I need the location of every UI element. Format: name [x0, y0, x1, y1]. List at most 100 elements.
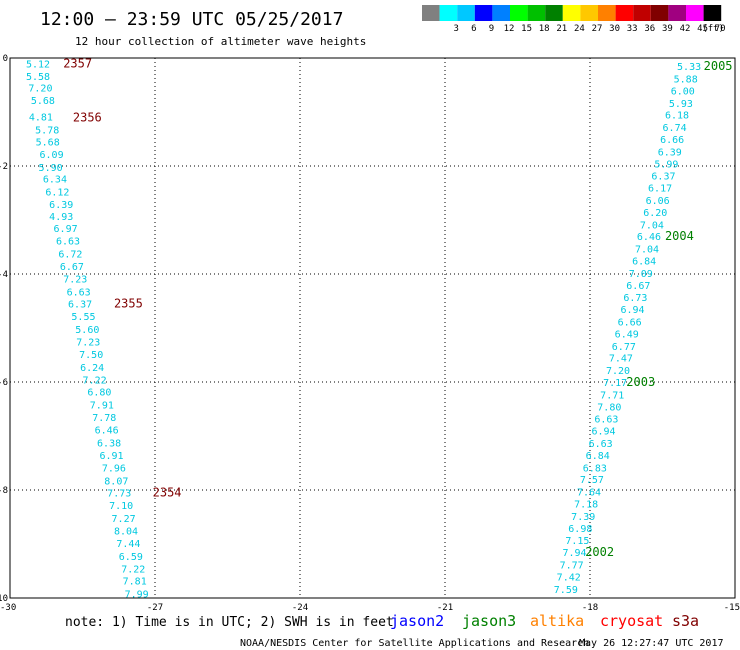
satellite-jason2: jason2	[390, 612, 444, 630]
wave-height-label: 5.99	[654, 159, 678, 170]
legend-swatch	[668, 5, 686, 21]
y-tick-label: -8	[0, 486, 8, 496]
time-label: 2002	[585, 545, 614, 559]
legend-label: 12	[504, 24, 515, 34]
wave-height-label: 6.18	[665, 111, 689, 122]
wave-height-label: 6.00	[671, 86, 695, 97]
wave-height-label: 7.81	[123, 577, 147, 588]
x-tick-label: -30	[0, 603, 16, 613]
legend-swatch	[422, 5, 440, 21]
wave-height-label: 8.07	[104, 476, 128, 487]
satellite-s3a: s3a	[672, 612, 699, 630]
wave-height-label: 6.37	[68, 300, 92, 311]
wave-height-label: 7.20	[606, 366, 630, 377]
wave-height-label: 6.34	[43, 174, 67, 185]
legend-swatch	[510, 5, 528, 21]
legend-swatch	[580, 5, 598, 21]
legend-swatch	[703, 5, 722, 21]
wave-height-label: 7.23	[63, 274, 87, 285]
time-label: 2355	[114, 297, 143, 311]
satellite-altika: altika	[530, 612, 584, 630]
legend-label: 33	[627, 24, 638, 34]
wave-height-label: 7.80	[597, 402, 621, 413]
legend-label: 21	[556, 24, 567, 34]
wave-height-label: 6.74	[663, 123, 687, 134]
color-legend: 3 6 9 12 15 18 21 24 27 30 33 36 39 42 45 70(ft)	[422, 5, 726, 34]
wave-height-label: 7.64	[577, 488, 601, 499]
wave-height-label: 6.91	[99, 451, 123, 462]
wave-height-label: 6.66	[618, 318, 642, 329]
wave-height-label: 7.77	[560, 561, 584, 572]
wave-height-label: 6.80	[87, 388, 111, 399]
axis-ticks: -30 -27 -24 -21 -18 -15 0 -2 -4 -6 -8 -10	[0, 54, 740, 613]
wave-height-label: 7.39	[571, 512, 595, 523]
footer-note: note: 1) Time is in UTC; 2) SWH is in fe…	[65, 615, 394, 630]
legend-swatch	[615, 5, 634, 21]
x-tick-label: -27	[147, 603, 163, 613]
y-tick-label: 0	[3, 54, 8, 64]
legend-swatch	[527, 5, 546, 21]
wave-height-label: 6.67	[626, 281, 650, 292]
legend-swatch	[562, 5, 581, 21]
wave-height-label: 6.84	[632, 257, 656, 268]
legend-swatch	[633, 5, 651, 21]
wave-height-label: 7.91	[90, 401, 114, 412]
wave-height-label: 5.68	[31, 96, 55, 107]
time-label: 2005	[704, 59, 733, 73]
wave-height-label: 6.63	[594, 415, 618, 426]
legend-label: 42	[680, 24, 691, 34]
wave-height-label: 7.50	[79, 350, 103, 361]
x-tick-label: -18	[582, 603, 598, 613]
wave-height-label: 5.93	[669, 99, 693, 110]
wave-height-label: 6.83	[583, 463, 607, 474]
wave-height-label: 6.84	[586, 451, 610, 462]
legend-label: 6	[471, 24, 476, 34]
y-tick-label: -2	[0, 162, 8, 172]
wave-height-label: 6.06	[646, 196, 670, 207]
wave-height-label: 6.46	[637, 232, 661, 243]
satellite-jason3: jason3	[462, 612, 516, 630]
legend-label: 18	[539, 24, 550, 34]
wave-height-label: 7.78	[92, 413, 116, 424]
wave-height-label: 5.60	[75, 325, 99, 336]
wave-height-label: 7.22	[83, 375, 107, 386]
legend-label: 36	[644, 24, 655, 34]
wave-height-label: 6.73	[623, 293, 647, 304]
legend-unit: (ft)	[702, 24, 724, 34]
wave-height-label: 7.71	[600, 390, 624, 401]
wave-height-label: 7.94	[562, 548, 586, 559]
legend-swatch	[545, 5, 563, 21]
legend-label: 30	[609, 24, 620, 34]
wave-height-label: 7.22	[121, 564, 145, 575]
legend-swatch	[439, 5, 458, 21]
legend-label: 70	[715, 24, 726, 34]
time-label: 2003	[626, 375, 655, 389]
wave-height-label: 6.20	[643, 208, 667, 219]
wave-height-label: 6.66	[660, 135, 684, 146]
wave-height-label: 6.17	[648, 184, 672, 195]
wave-height-label: 8.04	[114, 527, 138, 538]
y-tick-label: -10	[0, 594, 8, 604]
wave-height-label: 6.97	[54, 224, 78, 235]
wave-height-label: 6.37	[651, 172, 675, 183]
wave-height-label: 6.94	[620, 305, 644, 316]
page-title: 12:00 – 23:59 UTC 05/25/2017	[40, 9, 343, 30]
legend-label: 3	[453, 24, 458, 34]
wave-height-label: 6.63	[67, 287, 91, 298]
legend-label: 39	[662, 24, 673, 34]
map-grid	[10, 58, 735, 598]
wave-height-label: 7.09	[629, 269, 653, 280]
wave-height-label: 5.68	[36, 138, 60, 149]
legend-swatch	[457, 5, 475, 21]
wave-height-label: 7.96	[102, 463, 126, 474]
wave-height-label: 7.44	[116, 539, 140, 550]
track-jason3: 5.335.886.005.936.186.746.666.395.996.37…	[554, 59, 733, 596]
wave-height-label: 7.23	[76, 338, 100, 349]
x-tick-label: -21	[437, 603, 453, 613]
wave-height-label: 6.59	[119, 552, 143, 563]
legend-swatch	[492, 5, 510, 21]
x-tick-label: -24	[292, 603, 308, 613]
wave-height-label: 7.47	[609, 354, 633, 365]
wave-height-label: 6.67	[60, 262, 84, 273]
